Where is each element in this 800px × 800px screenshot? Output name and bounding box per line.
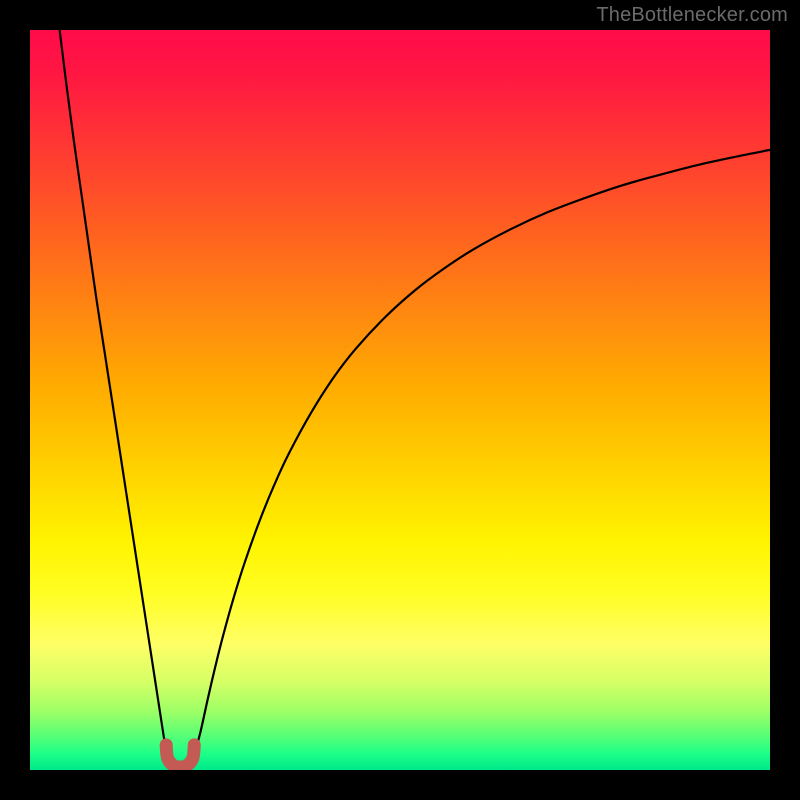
curve-left — [60, 30, 168, 760]
plot-area — [30, 30, 770, 770]
chart-stage: TheBottlenecker.com — [0, 0, 800, 800]
watermark-text: TheBottlenecker.com — [596, 4, 788, 27]
valley-marker — [166, 745, 194, 767]
plot-frame — [0, 0, 800, 800]
bottleneck-curves-overlay — [30, 30, 770, 770]
curve-right — [193, 150, 770, 760]
